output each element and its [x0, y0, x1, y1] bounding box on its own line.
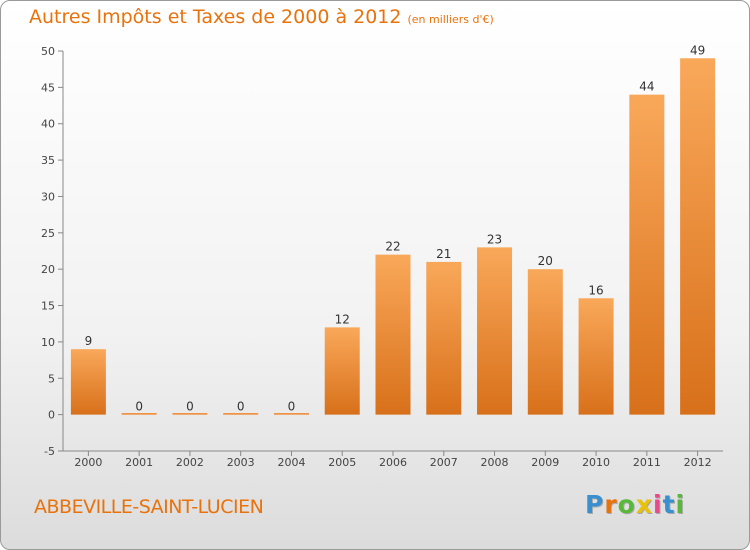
data-label-2012: 49 — [690, 43, 705, 57]
chart-title-text: Autres Impôts et Taxes de 2000 à 2012 — [29, 6, 402, 28]
x-tick-label: 2001 — [125, 456, 153, 469]
bar-2002 — [172, 413, 208, 415]
data-label-2000: 9 — [85, 334, 93, 348]
data-label-2010: 16 — [588, 283, 603, 297]
data-label-2011: 44 — [639, 80, 654, 94]
logo-letter: o — [617, 490, 636, 519]
logo-letter: P — [585, 490, 605, 519]
bar-2000 — [70, 349, 106, 415]
y-tick-label: 0 — [48, 409, 55, 422]
bar-2003 — [223, 413, 259, 415]
bar-2006 — [375, 254, 411, 415]
y-tick-label: 30 — [41, 190, 55, 203]
x-tick-label: 2007 — [430, 456, 458, 469]
bar-2010 — [578, 298, 614, 415]
x-tick-label: 2012 — [684, 456, 712, 469]
y-tick-label: 40 — [41, 118, 55, 131]
x-tick-label: 2009 — [531, 456, 559, 469]
y-tick-label: 20 — [41, 263, 55, 276]
data-label-2007: 21 — [436, 247, 451, 261]
x-tick-label: 2000 — [74, 456, 102, 469]
bar-2001 — [121, 413, 157, 415]
data-label-2008: 23 — [487, 232, 502, 246]
logo-letter: x — [635, 490, 653, 519]
data-label-2001: 0 — [135, 400, 143, 414]
y-tick-label: 5 — [48, 372, 55, 385]
logo-letter: i — [675, 490, 686, 519]
bar-2012 — [680, 58, 716, 415]
bar-2005 — [324, 327, 360, 415]
x-tick-label: 2003 — [227, 456, 255, 469]
data-label-2005: 12 — [335, 312, 350, 326]
x-tick-label: 2011 — [633, 456, 661, 469]
y-tick-label: 25 — [41, 227, 55, 240]
x-tick-label: 2004 — [277, 456, 305, 469]
logo-letter: t — [662, 490, 676, 519]
y-tick-label: 50 — [41, 45, 55, 58]
y-tick-label: 35 — [41, 154, 55, 167]
y-tick-label: 45 — [41, 81, 55, 94]
bar-2007 — [426, 261, 462, 415]
x-tick-label: 2008 — [481, 456, 509, 469]
data-label-2006: 22 — [385, 240, 400, 254]
bar-2004 — [273, 413, 309, 415]
data-label-2009: 20 — [538, 254, 553, 268]
proxiti-logo[interactable]: Proxiti — [585, 490, 685, 519]
logo-letter: r — [604, 490, 618, 519]
commune-name: ABBEVILLE-SAINT-LUCIEN — [34, 496, 264, 518]
bar-2011 — [629, 94, 665, 415]
chart-title: Autres Impôts et Taxes de 2000 à 2012 (en… — [29, 6, 494, 28]
data-label-2002: 0 — [186, 400, 194, 414]
logo-letter: i — [653, 490, 663, 519]
data-label-2004: 0 — [288, 400, 296, 414]
x-tick-label: 2002 — [176, 456, 204, 469]
y-tick-label: 10 — [41, 336, 55, 349]
x-tick-label: 2005 — [328, 456, 356, 469]
bar-2008 — [477, 247, 513, 415]
x-tick-label: 2006 — [379, 456, 407, 469]
bar-2009 — [527, 269, 563, 415]
y-tick-label: 15 — [41, 300, 55, 313]
data-label-2003: 0 — [237, 400, 245, 414]
y-tick-label: -5 — [44, 445, 55, 458]
chart-subtitle: (en milliers d'€) — [407, 13, 494, 26]
x-tick-label: 2010 — [582, 456, 610, 469]
